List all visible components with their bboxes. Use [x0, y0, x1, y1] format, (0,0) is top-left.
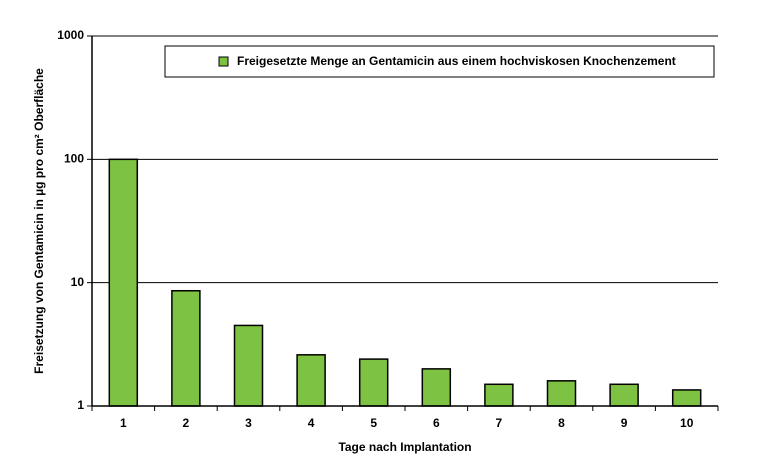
y-tick-label: 1	[77, 398, 84, 412]
x-tick-label: 6	[433, 416, 440, 430]
bar	[171, 289, 201, 407]
legend-box	[164, 45, 715, 78]
y-tick-label: 100	[64, 152, 84, 166]
bar	[484, 383, 514, 407]
x-tick-label: 8	[558, 416, 565, 430]
bar	[671, 389, 702, 407]
x-tick-label: 2	[183, 416, 190, 430]
y-axis-label: Freisetzung von Gentamicin in µg pro cm²…	[32, 68, 46, 374]
bar	[296, 354, 326, 407]
legend-swatch	[218, 56, 229, 67]
legend-label: Freigesetzte Menge an Gentamicin aus ein…	[237, 54, 676, 68]
bar	[546, 380, 577, 407]
y-tick-label: 10	[71, 275, 85, 289]
x-tick-label: 4	[308, 416, 315, 430]
x-tick-label: 7	[496, 416, 503, 430]
bar	[421, 368, 452, 407]
x-tick-label: 1	[120, 416, 127, 430]
bar	[108, 158, 139, 407]
x-axis-label: Tage nach Implantation	[338, 440, 471, 454]
x-tick-label: 10	[680, 416, 694, 430]
bar	[233, 324, 264, 407]
bar	[358, 358, 389, 407]
x-tick-label: 9	[621, 416, 628, 430]
bar	[609, 383, 639, 407]
x-tick-label: 5	[370, 416, 377, 430]
x-tick-label: 3	[245, 416, 252, 430]
y-tick-label: 1000	[57, 28, 84, 42]
